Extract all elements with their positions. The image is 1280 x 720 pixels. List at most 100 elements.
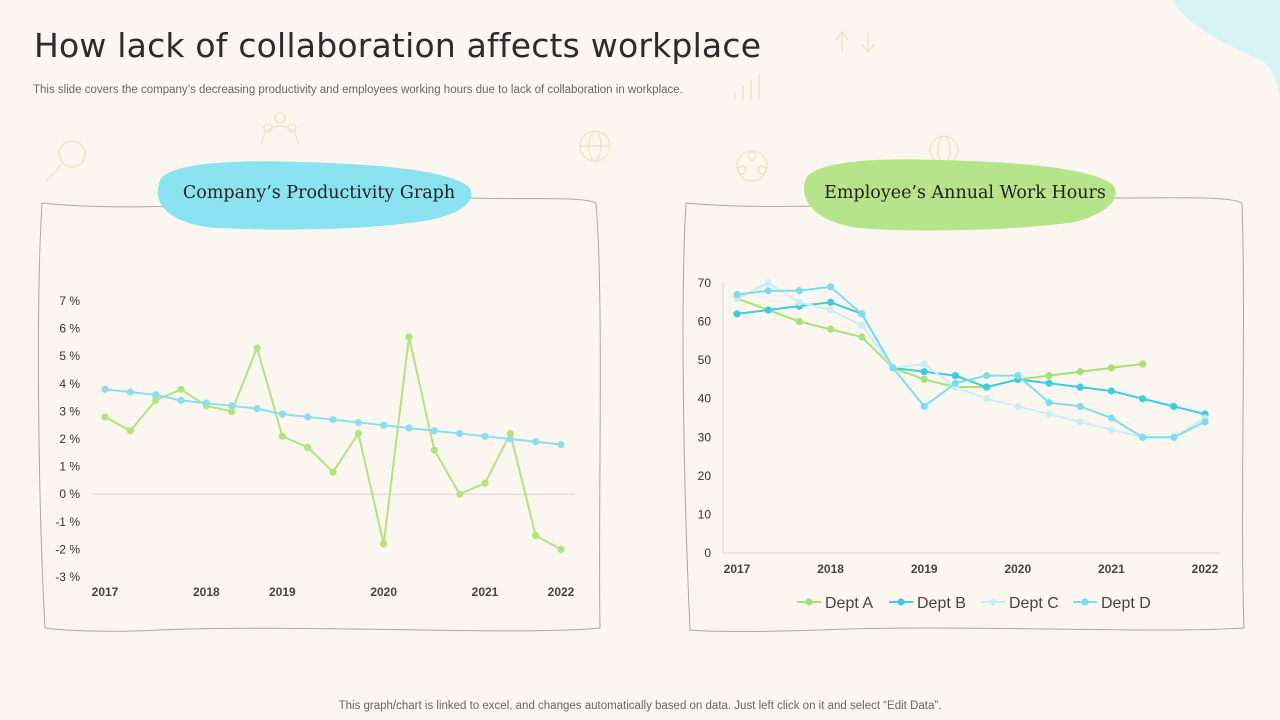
y-tick-label: -2 % bbox=[55, 542, 80, 556]
team-network-icon bbox=[736, 150, 768, 182]
y-tick-label: 1 % bbox=[59, 460, 80, 474]
data-point bbox=[202, 399, 210, 407]
data-point bbox=[177, 396, 185, 404]
legend-item-dept-c: Dept C bbox=[981, 595, 1059, 612]
legend-item-dept-d: Dept D bbox=[1073, 595, 1151, 612]
data-point bbox=[1107, 387, 1115, 395]
x-tick-label: 2020 bbox=[370, 585, 397, 599]
data-point bbox=[1076, 402, 1084, 411]
series-line bbox=[736, 285, 1206, 439]
corner-blob-decoration bbox=[1172, 0, 1280, 145]
data-point bbox=[380, 540, 388, 548]
updown-arrows-icon bbox=[835, 29, 875, 55]
legend-label: Dept A bbox=[825, 595, 873, 612]
y-tick-label: 0 bbox=[704, 546, 711, 560]
series-line bbox=[736, 301, 1206, 416]
x-tick-label: 2018 bbox=[193, 585, 220, 599]
data-point bbox=[795, 287, 804, 295]
data-point bbox=[456, 490, 464, 498]
y-tick-label: 30 bbox=[698, 430, 712, 444]
series-line bbox=[736, 297, 1143, 389]
data-point bbox=[827, 306, 835, 314]
data-point bbox=[951, 371, 960, 380]
data-point bbox=[858, 310, 866, 318]
data-point bbox=[1045, 379, 1053, 387]
y-tick-label: 40 bbox=[698, 392, 712, 406]
data-point bbox=[253, 405, 261, 413]
x-tick-label: 2018 bbox=[817, 562, 844, 576]
x-tick-label: 2019 bbox=[911, 562, 938, 576]
data-point bbox=[983, 395, 991, 403]
data-point bbox=[481, 432, 489, 440]
data-point bbox=[920, 368, 928, 376]
page-title: How lack of collaboration affects workpl… bbox=[34, 26, 762, 65]
data-point bbox=[1170, 402, 1178, 411]
workhours-chart-title: Employee’s Annual Work Hours bbox=[824, 183, 1106, 203]
y-tick-label: 3 % bbox=[59, 404, 80, 418]
x-tick-label: 2020 bbox=[1004, 562, 1031, 576]
data-point bbox=[126, 388, 134, 396]
y-tick-label: 70 bbox=[698, 276, 712, 290]
data-point bbox=[1107, 414, 1115, 422]
legend-label: Dept C bbox=[1009, 595, 1059, 612]
legend-item-dept-a: Dept A bbox=[797, 595, 873, 612]
y-tick-label: 50 bbox=[698, 353, 712, 367]
data-point bbox=[354, 418, 362, 427]
series-line bbox=[736, 281, 1206, 439]
background-doodles bbox=[45, 29, 959, 183]
data-point bbox=[430, 446, 438, 454]
footer-note: This graph/chart is linked to excel, and… bbox=[338, 700, 942, 712]
data-point bbox=[278, 410, 286, 418]
data-point bbox=[278, 432, 286, 440]
data-point bbox=[228, 402, 236, 410]
y-tick-label: 2 % bbox=[59, 432, 80, 446]
data-point bbox=[405, 333, 413, 341]
data-point bbox=[228, 407, 236, 415]
data-point bbox=[177, 385, 185, 393]
legend-item-dept-b: Dept B bbox=[889, 595, 966, 612]
data-point bbox=[1014, 402, 1022, 411]
series-dept-b bbox=[733, 298, 1209, 418]
data-point bbox=[329, 416, 337, 424]
series-dept-d bbox=[733, 283, 1209, 441]
series-trend bbox=[101, 385, 565, 449]
y-tick-label: 0 % bbox=[59, 487, 80, 501]
magnifier-icon bbox=[45, 140, 86, 183]
page-subtitle: This slide covers the company’s decreasi… bbox=[33, 84, 683, 96]
data-point bbox=[1170, 433, 1178, 441]
globe-icon bbox=[579, 130, 611, 162]
legend-label: Dept B bbox=[917, 595, 966, 612]
data-point bbox=[1014, 371, 1022, 380]
data-point bbox=[557, 440, 565, 449]
data-point bbox=[764, 306, 772, 314]
data-point bbox=[1076, 368, 1084, 376]
series-dept-c bbox=[733, 279, 1209, 441]
data-point bbox=[1139, 395, 1147, 403]
data-point bbox=[889, 364, 897, 372]
y-tick-label: 20 bbox=[698, 469, 712, 483]
x-tick-label: 2017 bbox=[92, 585, 119, 599]
people-group-icon bbox=[261, 112, 299, 145]
data-point bbox=[506, 435, 514, 443]
data-point bbox=[983, 383, 991, 391]
data-point bbox=[795, 317, 804, 326]
data-point bbox=[532, 438, 540, 446]
data-point bbox=[506, 429, 514, 438]
bar-chart-icon bbox=[734, 74, 760, 100]
legend-label: Dept D bbox=[1101, 595, 1151, 612]
x-tick-label: 2019 bbox=[269, 585, 296, 599]
x-tick-label: 2022 bbox=[1192, 562, 1219, 576]
data-point bbox=[329, 468, 337, 476]
x-tick-label: 2021 bbox=[472, 585, 499, 599]
data-point bbox=[1045, 410, 1053, 418]
data-point bbox=[1045, 371, 1053, 380]
x-tick-label: 2022 bbox=[548, 585, 575, 599]
data-point bbox=[557, 545, 565, 554]
data-point bbox=[101, 413, 109, 421]
y-tick-label: 10 bbox=[698, 507, 712, 521]
data-point bbox=[733, 290, 741, 299]
data-point bbox=[380, 421, 388, 429]
y-tick-label: -1 % bbox=[55, 515, 80, 529]
data-point bbox=[920, 402, 928, 411]
series-productivity bbox=[101, 333, 565, 554]
